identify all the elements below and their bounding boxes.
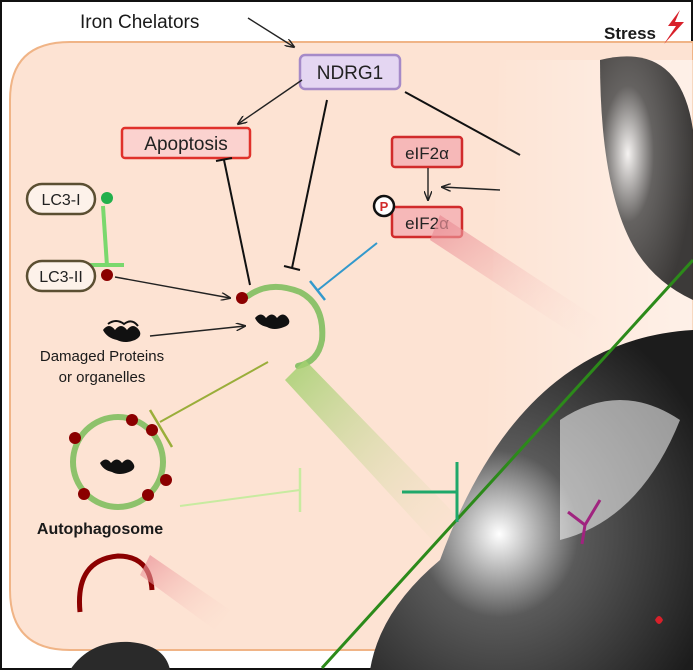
eif2a-box: [390, 135, 464, 169]
phosphate-icon: [372, 194, 396, 218]
magenta-mark: [567, 499, 602, 545]
chelator-arrow: [247, 17, 294, 47]
olive-inhibition-line: [159, 361, 269, 423]
apoptosis-inhibition-line: [223, 159, 251, 286]
dark-blob-top: [600, 56, 693, 301]
damaged-to-phagophore-arrow: [149, 326, 245, 337]
apoptosis-label: Apoptosis: [144, 134, 227, 155]
ndrg1-label: NDRG1: [317, 63, 384, 84]
autophagosome-lc3-dot-3: [146, 424, 158, 436]
eif2a-label: eIF2α: [405, 144, 449, 163]
stress-label: Stress: [604, 24, 656, 43]
lc3-conversion-line: [101, 205, 109, 267]
ndrg1-box: [298, 53, 402, 91]
green-streak: [285, 360, 480, 565]
autophagosome-lc3-dot-1: [69, 432, 81, 444]
dark-blob-bottom: [70, 641, 170, 670]
autophagosome-label: Autophagosome: [37, 521, 163, 538]
damaged-label-line2: or organelles: [59, 369, 146, 386]
lc3-i-pill: [25, 182, 97, 216]
iron-chelators-label: Iron Chelators: [80, 12, 199, 33]
protein-aggregate-icon: [103, 320, 141, 342]
ndrg1-inhibition-line: [291, 99, 328, 269]
ndrg1-inhibition-bar: [283, 265, 301, 271]
blob-highlight: [560, 400, 680, 540]
ndrg1-to-apoptosis-arrow: [238, 79, 303, 124]
olive-inhibition-bar: [148, 409, 174, 448]
autophagosome-lc3-dot-5: [142, 489, 154, 501]
lc3-i-dot: [101, 192, 113, 204]
small-red-mark: [655, 616, 663, 624]
apoptosis-inhibition-bar: [215, 157, 233, 162]
light-green-inhibition-line: [179, 489, 301, 507]
p-eif2a-inhibition-bar: [309, 280, 326, 301]
damaged-label-line1: Damaged Proteins: [40, 348, 164, 365]
lc3-ii-pill: [25, 259, 97, 293]
phosphate-label: P: [380, 199, 389, 214]
phagophore-membrane: [245, 283, 326, 369]
phagophore-cargo-icon: [255, 314, 290, 329]
lc3-i-label: LC3-I: [41, 192, 80, 209]
stress-to-eif2a-arrow: [442, 187, 501, 190]
lower-pink-streak: [140, 555, 230, 630]
autophagosome-lc3-dot-4: [160, 474, 172, 486]
lc3-ii-dot: [101, 269, 113, 281]
p-eif2a-inhibition-line: [317, 242, 378, 291]
lc3-ii-label: LC3-II: [39, 269, 83, 286]
apoptosis-box: [120, 126, 252, 160]
lc3-ii-to-phagophore-arrow: [114, 276, 230, 298]
autophagosome-lc3-dot-6: [78, 488, 90, 500]
diagonal-green-line: [320, 258, 693, 670]
autophagosome-lc3-dot-2: [126, 414, 138, 426]
phagophore-lc3-dot: [236, 292, 248, 304]
autophagosome-cargo-icon: [100, 459, 135, 474]
